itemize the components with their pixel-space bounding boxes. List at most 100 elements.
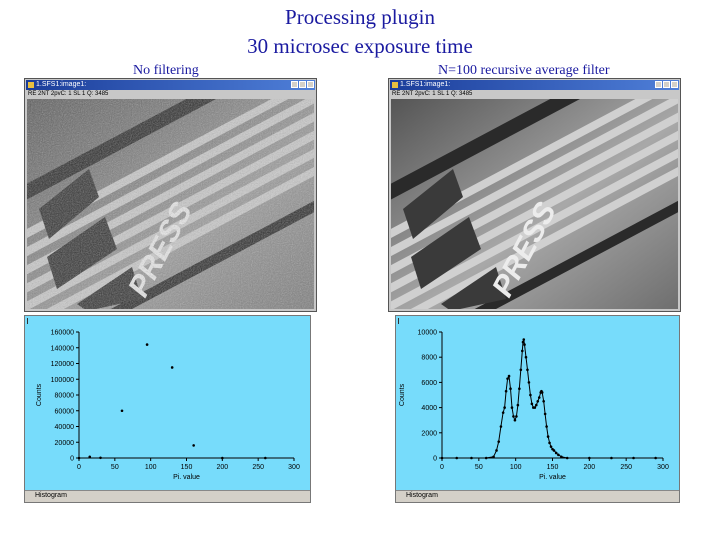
- histogram-chart-filtered: 0 2000 4000 6000 8000 10000 0 50 100 150 200 250 300…: [399, 330, 669, 482]
- data-point: [548, 441, 551, 445]
- histogram-window-filtered[interactable]: 0 2000 4000 6000 8000 10000 0 50 100 150 200 250 300…: [395, 315, 680, 503]
- y-axis-label: Counts: [399, 383, 406, 406]
- histogram-statusbar: Histogram: [396, 490, 679, 502]
- data-point: [192, 444, 195, 447]
- data-point: [509, 387, 512, 390]
- data-point: [120, 409, 124, 413]
- x-tick-label: 300: [657, 464, 669, 471]
- y-tick-label: 8000: [421, 355, 437, 362]
- data-point: [519, 368, 523, 372]
- minimize-icon[interactable]: [291, 81, 298, 88]
- data-point: [530, 402, 534, 406]
- data-point: [221, 456, 224, 460]
- data-point: [99, 456, 102, 460]
- data-point: [503, 406, 506, 409]
- data-point: [77, 456, 81, 460]
- data-point: [549, 445, 553, 448]
- image-window-title: 1.SFS1:image1:: [36, 81, 87, 88]
- data-point: [526, 368, 529, 372]
- data-point: [540, 391, 544, 394]
- data-point: [145, 343, 149, 346]
- image-window-raw[interactable]: 1.SFS1:image1: RE 2NT 2pvC: 1 SL 1 Q: 34…: [24, 78, 317, 312]
- data-point: [527, 381, 531, 384]
- y-tick-label: 4000: [421, 405, 437, 412]
- data-point: [170, 366, 174, 369]
- data-point: [515, 415, 518, 418]
- data-point: [88, 455, 92, 459]
- y-tick-label: 140000: [51, 345, 74, 352]
- caption-recursive-average: N=100 recursive average filter: [438, 63, 610, 78]
- slide-title-line-2: 30 microsec exposure time: [247, 34, 473, 58]
- data-point: [588, 456, 591, 460]
- data-point: [504, 389, 508, 393]
- x-tick-label: 100: [145, 464, 157, 471]
- data-point: [495, 449, 498, 452]
- data-point: [533, 406, 537, 409]
- y-tick-label: 10000: [418, 330, 438, 337]
- y-tick-label: 20000: [55, 440, 75, 447]
- image-info-text: RE 2NT 2pvC: 1 SL 1 Q: 3485: [392, 91, 473, 97]
- data-point: [536, 400, 540, 403]
- data-point: [440, 456, 444, 460]
- data-point: [521, 340, 525, 344]
- data-point: [506, 377, 509, 380]
- x-tick-label: 100: [510, 464, 522, 471]
- x-tick-label: 0: [77, 464, 81, 471]
- y-tick-label: 60000: [55, 408, 75, 415]
- image-window-titlebar[interactable]: 1.SFS1:image1:: [26, 80, 315, 90]
- data-point: [513, 418, 517, 422]
- image-window-titlebar[interactable]: 1.SFS1:image1:: [390, 80, 679, 90]
- data-point: [542, 400, 545, 403]
- close-icon[interactable]: [307, 81, 314, 88]
- window-controls: [291, 81, 314, 88]
- data-point: [552, 449, 556, 452]
- maximize-icon[interactable]: [663, 81, 670, 88]
- data-point: [537, 396, 541, 399]
- data-point: [499, 425, 503, 428]
- histogram-status-label: Histogram: [35, 492, 67, 499]
- y-tick-label: 100000: [51, 377, 74, 384]
- data-point: [264, 456, 267, 460]
- data-point: [557, 453, 560, 457]
- data-point: [534, 403, 538, 407]
- y-tick-label: 80000: [55, 393, 75, 400]
- x-tick-label: 0: [440, 464, 444, 471]
- camera-image-filtered: PRESS: [391, 99, 678, 309]
- window-grip-icon[interactable]: [27, 318, 31, 324]
- slide-title-line-1: Processing plugin: [285, 5, 435, 29]
- data-point: [543, 412, 547, 416]
- window-grip-icon[interactable]: [398, 318, 402, 324]
- close-icon[interactable]: [671, 81, 678, 88]
- y-tick-label: 6000: [421, 380, 437, 387]
- data-point: [470, 456, 473, 460]
- data-point: [455, 456, 459, 460]
- data-point: [546, 435, 550, 438]
- x-tick-label: 50: [475, 464, 483, 471]
- x-tick-label: 150: [181, 464, 193, 471]
- data-point: [524, 355, 528, 359]
- x-axis-label: Pi. value: [539, 474, 566, 481]
- image-info-text: RE 2NT 2pvC: 1 SL 1 Q: 3485: [28, 91, 109, 97]
- histogram-statusbar: Histogram: [25, 490, 310, 502]
- maximize-icon[interactable]: [299, 81, 306, 88]
- x-tick-label: 300: [288, 464, 300, 471]
- data-point: [654, 456, 657, 460]
- y-tick-label: 160000: [51, 330, 74, 337]
- image-window-filtered[interactable]: 1.SFS1:image1: RE 2NT 2pvC: 1 SL 1 Q: 34…: [388, 78, 681, 312]
- x-tick-label: 50: [111, 464, 119, 471]
- minimize-icon[interactable]: [655, 81, 662, 88]
- data-point: [512, 415, 515, 418]
- data-point: [523, 343, 526, 346]
- image-window-title: 1.SFS1:image1:: [400, 81, 451, 88]
- data-point: [484, 456, 488, 460]
- data-point: [510, 406, 514, 409]
- series-line: [442, 339, 656, 459]
- data-point: [518, 387, 521, 390]
- camera-image-raw: PRESS: [27, 99, 314, 309]
- data-point: [545, 425, 548, 428]
- y-tick-label: 120000: [51, 361, 74, 368]
- data-point: [554, 451, 558, 455]
- histogram-window-raw[interactable]: 0 20000 40000 60000 80000 100000 120000 140000 1…: [24, 315, 311, 503]
- histogram-status-label: Histogram: [406, 492, 438, 499]
- data-point: [507, 374, 511, 378]
